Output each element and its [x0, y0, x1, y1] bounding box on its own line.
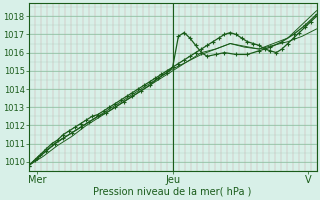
X-axis label: Pression niveau de la mer( hPa ): Pression niveau de la mer( hPa ) [93, 187, 252, 197]
